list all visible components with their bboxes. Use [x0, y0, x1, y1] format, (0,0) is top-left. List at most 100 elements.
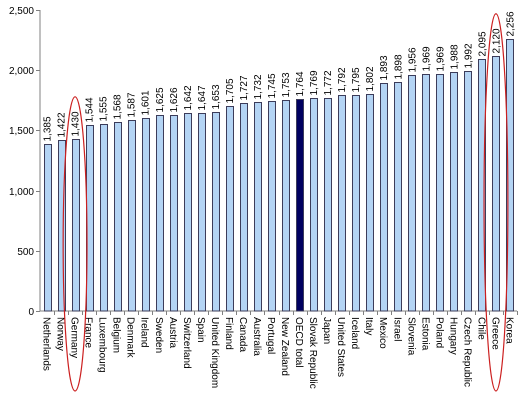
bar [198, 113, 206, 312]
bar-value-label: 1,992 [463, 43, 474, 68]
bar-value-label: 1,732 [253, 74, 264, 99]
bar-value-label: 2,095 [477, 31, 488, 56]
bar [464, 71, 472, 312]
bar [450, 72, 458, 312]
bar-value-label: 2,256 [505, 11, 516, 36]
category-label: Canada [237, 317, 248, 352]
bar [114, 122, 122, 312]
bar [366, 94, 374, 312]
category-label: Iceland [349, 317, 360, 349]
bar [324, 98, 332, 312]
y-tick-label: 1,000 [9, 187, 34, 198]
bar-value-label: 1,705 [225, 78, 236, 103]
category-label: Korea [503, 317, 514, 344]
category-label: France [83, 317, 94, 349]
bar [100, 124, 108, 312]
bar-value-label: 1,568 [113, 94, 124, 119]
category-label: Italy [363, 317, 374, 335]
category-label: Chile [475, 317, 486, 340]
bar [296, 99, 304, 312]
category-label: New Zealand [279, 317, 290, 376]
bar [170, 115, 178, 312]
bar [310, 98, 318, 312]
bar-value-label: 1,988 [449, 44, 460, 69]
bar-value-label: 1,772 [323, 70, 334, 95]
bar [422, 74, 430, 312]
bar [478, 59, 486, 312]
bar-value-label: 1,795 [351, 67, 362, 92]
bar [212, 112, 220, 312]
category-label: United Kingdom [209, 317, 220, 388]
bar [352, 95, 360, 312]
bar-value-label: 1,969 [435, 46, 446, 71]
category-label: Denmark [125, 317, 136, 359]
bar-value-label: 1,544 [85, 97, 96, 122]
bar [156, 115, 164, 312]
bar [142, 118, 150, 312]
category-label: Austria [167, 317, 178, 349]
bar-value-label: 1,587 [127, 92, 138, 117]
category-label: Norway [55, 317, 66, 351]
bar [394, 82, 402, 312]
bar [240, 103, 248, 312]
bar [282, 100, 290, 312]
category-label: Australia [251, 317, 262, 356]
bar-value-label: 1,893 [379, 55, 390, 80]
bar-value-label: 1,601 [141, 90, 152, 115]
y-tick-label: 1,500 [9, 126, 34, 137]
category-label: Czech Republic [461, 317, 472, 387]
category-label: Ireland [139, 317, 150, 348]
category-label: Finland [223, 317, 234, 350]
y-tick-label: 500 [17, 247, 34, 258]
bar-value-label: 1,745 [267, 73, 278, 98]
bar-value-label: 1,642 [183, 85, 194, 110]
bar [44, 144, 52, 312]
bar [408, 75, 416, 312]
bar-value-label: 1,969 [421, 46, 432, 71]
bar-value-label: 1,753 [281, 72, 292, 97]
bar [268, 101, 276, 312]
bar [226, 106, 234, 312]
bar-value-label: 1,769 [309, 70, 320, 95]
category-label: Belgium [111, 317, 122, 353]
category-label: Estonia [419, 317, 430, 351]
bar-value-label: 1,956 [407, 47, 418, 72]
category-label: Switzerland [181, 317, 192, 369]
category-label: United States [335, 317, 346, 377]
y-tick-label: 2,000 [9, 66, 34, 77]
y-tick-label: 2,500 [9, 6, 34, 17]
bar-value-label: 1,625 [155, 87, 166, 112]
y-tick-label: 0 [28, 307, 34, 318]
bar [58, 140, 66, 312]
category-label: Netherlands [41, 317, 52, 371]
category-label: Poland [433, 317, 444, 348]
bar [254, 102, 262, 312]
category-label: Slovenia [405, 317, 416, 356]
bar-value-label: 1,626 [169, 87, 180, 112]
category-label: Luxembourg [97, 317, 108, 373]
category-label: Hungary [447, 317, 458, 355]
category-label: OECD total [293, 317, 304, 368]
bar-value-label: 1,555 [99, 96, 110, 121]
bar-value-label: 2,120 [491, 28, 502, 53]
annotations [62, 13, 509, 392]
category-label: Portugal [265, 317, 276, 354]
category-label: Sweden [153, 317, 164, 353]
bar [338, 95, 346, 312]
bar [72, 139, 80, 312]
bar-value-label: 1,385 [43, 116, 54, 141]
labels: 1,385 Netherlands 1,422 Norway 1,430 Germany 1… [41, 11, 517, 389]
category-label: Slovak Republic [307, 317, 318, 389]
bar [184, 113, 192, 312]
bar [380, 83, 388, 312]
category-label: Mexico [377, 317, 388, 349]
bar-value-label: 1,647 [197, 85, 208, 110]
bar [128, 120, 136, 312]
bar-value-label: 1,792 [337, 67, 348, 92]
bar-value-label: 1,802 [365, 66, 376, 91]
bar [506, 39, 514, 312]
category-label: Greece [489, 317, 500, 350]
category-label: Spain [195, 317, 206, 343]
